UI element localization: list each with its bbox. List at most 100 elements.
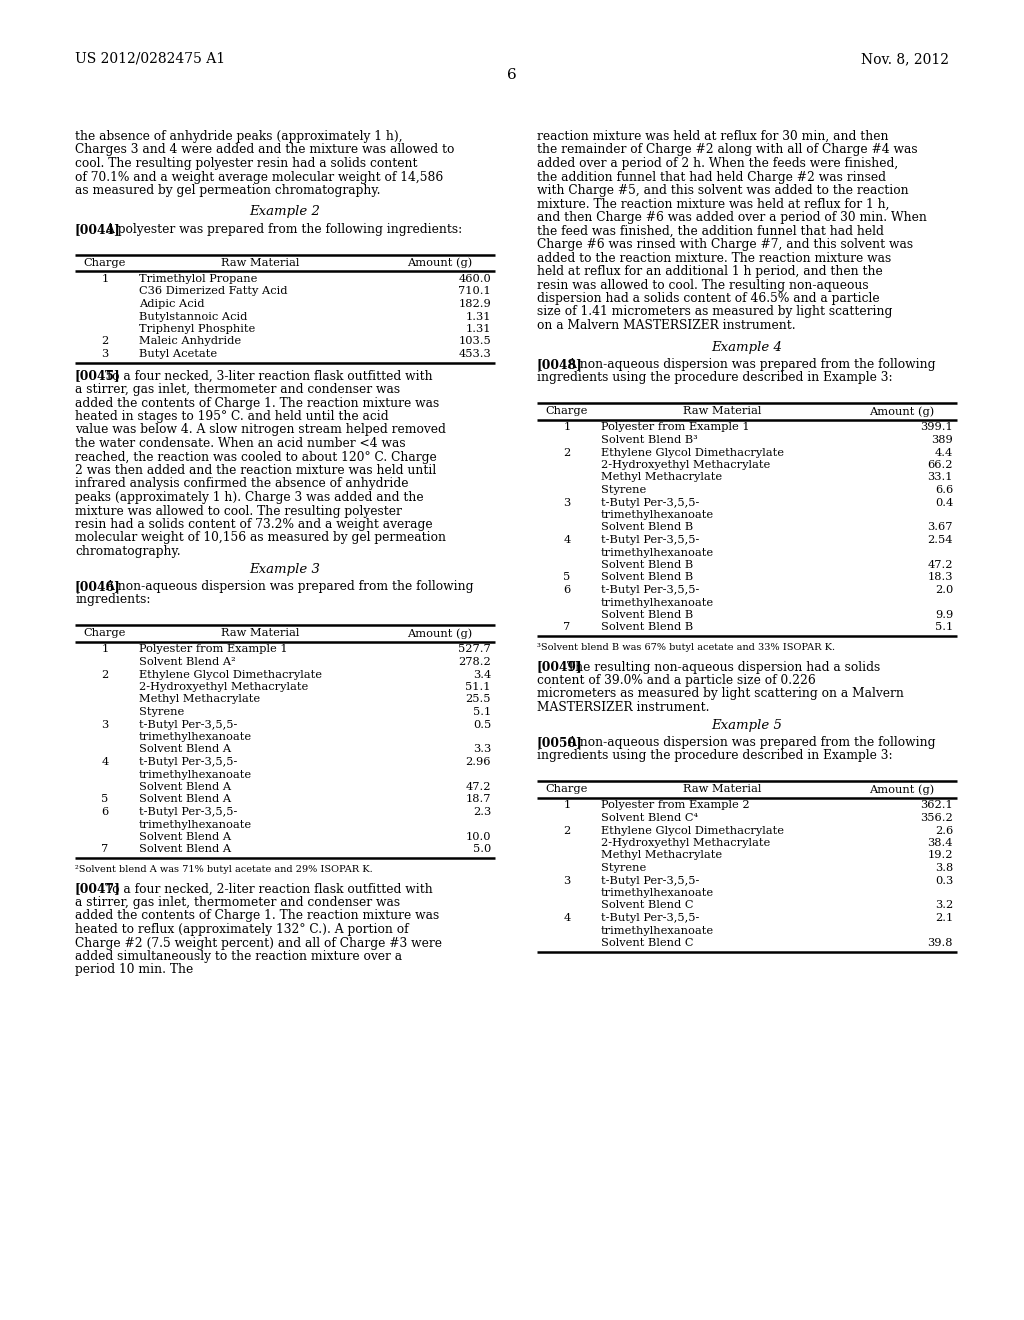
Text: 5: 5 — [563, 573, 570, 582]
Text: Polyester from Example 1: Polyester from Example 1 — [139, 644, 288, 655]
Text: 1.31: 1.31 — [466, 323, 490, 334]
Text: 4.4: 4.4 — [935, 447, 953, 458]
Text: and then Charge #6 was added over a period of 30 min. When: and then Charge #6 was added over a peri… — [537, 211, 927, 224]
Text: [0050]: [0050] — [537, 737, 583, 748]
Text: 7: 7 — [563, 623, 570, 632]
Text: 2.96: 2.96 — [466, 756, 490, 767]
Text: [0044]: [0044] — [75, 223, 121, 236]
Text: 39.8: 39.8 — [928, 939, 953, 948]
Text: 18.7: 18.7 — [466, 795, 490, 804]
Text: Trimethylol Propane: Trimethylol Propane — [139, 275, 257, 284]
Text: Raw Material: Raw Material — [221, 628, 299, 638]
Text: 460.0: 460.0 — [459, 275, 490, 284]
Text: Nov. 8, 2012: Nov. 8, 2012 — [861, 51, 949, 66]
Text: Amount (g): Amount (g) — [408, 257, 473, 268]
Text: Solvent Blend C: Solvent Blend C — [601, 939, 693, 948]
Text: a stirrer, gas inlet, thermometer and condenser was: a stirrer, gas inlet, thermometer and co… — [75, 896, 400, 909]
Text: 66.2: 66.2 — [928, 459, 953, 470]
Text: Solvent Blend B³: Solvent Blend B³ — [601, 436, 697, 445]
Text: 4: 4 — [101, 756, 109, 767]
Text: Solvent Blend B: Solvent Blend B — [601, 560, 693, 570]
Text: ³Solvent blend B was 67% butyl acetate and 33% ISOPAR K.: ³Solvent blend B was 67% butyl acetate a… — [537, 643, 836, 652]
Text: A polyester was prepared from the following ingredients:: A polyester was prepared from the follow… — [105, 223, 462, 236]
Text: trimethylhexanoate: trimethylhexanoate — [139, 820, 252, 829]
Text: Solvent Blend C⁴: Solvent Blend C⁴ — [601, 813, 698, 822]
Text: 2.0: 2.0 — [935, 585, 953, 595]
Text: Charge #2 (7.5 weight percent) and all of Charge #3 were: Charge #2 (7.5 weight percent) and all o… — [75, 936, 442, 949]
Text: 38.4: 38.4 — [928, 838, 953, 847]
Text: trimethylhexanoate: trimethylhexanoate — [601, 510, 714, 520]
Text: 2: 2 — [563, 447, 570, 458]
Text: the water condensate. When an acid number <4 was: the water condensate. When an acid numbe… — [75, 437, 406, 450]
Text: mixture. The reaction mixture was held at reflux for 1 h,: mixture. The reaction mixture was held a… — [537, 198, 890, 210]
Text: trimethylhexanoate: trimethylhexanoate — [601, 925, 714, 936]
Text: Ethylene Glycol Dimethacrylate: Ethylene Glycol Dimethacrylate — [601, 447, 784, 458]
Text: trimethylhexanoate: trimethylhexanoate — [139, 733, 252, 742]
Text: 33.1: 33.1 — [928, 473, 953, 483]
Text: Charges 3 and 4 were added and the mixture was allowed to: Charges 3 and 4 were added and the mixtu… — [75, 144, 455, 157]
Text: value was below 4. A slow nitrogen stream helped removed: value was below 4. A slow nitrogen strea… — [75, 424, 445, 437]
Text: 2: 2 — [101, 669, 109, 680]
Text: Maleic Anhydride: Maleic Anhydride — [139, 337, 241, 346]
Text: t-Butyl Per-3,5,5-: t-Butyl Per-3,5,5- — [601, 535, 699, 545]
Text: 4: 4 — [563, 913, 570, 923]
Text: 47.2: 47.2 — [466, 781, 490, 792]
Text: 6.6: 6.6 — [935, 484, 953, 495]
Text: the absence of anhydride peaks (approximately 1 h),: the absence of anhydride peaks (approxim… — [75, 129, 402, 143]
Text: Example 5: Example 5 — [712, 718, 782, 731]
Text: 2.3: 2.3 — [473, 807, 490, 817]
Text: resin had a solids content of 73.2% and a weight average: resin had a solids content of 73.2% and … — [75, 517, 432, 531]
Text: Adipic Acid: Adipic Acid — [139, 300, 205, 309]
Text: Raw Material: Raw Material — [221, 257, 299, 268]
Text: 103.5: 103.5 — [459, 337, 490, 346]
Text: A non-aqueous dispersion was prepared from the following: A non-aqueous dispersion was prepared fr… — [105, 579, 473, 593]
Text: Solvent Blend A: Solvent Blend A — [139, 832, 231, 842]
Text: Methyl Methacrylate: Methyl Methacrylate — [601, 473, 722, 483]
Text: 5: 5 — [101, 795, 109, 804]
Text: molecular weight of 10,156 as measured by gel permeation: molecular weight of 10,156 as measured b… — [75, 532, 446, 544]
Text: 6: 6 — [563, 585, 570, 595]
Text: Ethylene Glycol Dimethacrylate: Ethylene Glycol Dimethacrylate — [601, 825, 784, 836]
Text: Triphenyl Phosphite: Triphenyl Phosphite — [139, 323, 255, 334]
Text: Raw Material: Raw Material — [683, 407, 761, 416]
Text: 5.0: 5.0 — [473, 845, 490, 854]
Text: 356.2: 356.2 — [921, 813, 953, 822]
Text: 6: 6 — [507, 69, 517, 82]
Text: Ethylene Glycol Dimethacrylate: Ethylene Glycol Dimethacrylate — [139, 669, 322, 680]
Text: content of 39.0% and a particle size of 0.226: content of 39.0% and a particle size of … — [537, 675, 816, 686]
Text: Solvent Blend A: Solvent Blend A — [139, 795, 231, 804]
Text: 51.1: 51.1 — [466, 682, 490, 692]
Text: 3: 3 — [101, 348, 109, 359]
Text: MASTERSIZER instrument.: MASTERSIZER instrument. — [537, 701, 710, 714]
Text: t-Butyl Per-3,5,5-: t-Butyl Per-3,5,5- — [601, 498, 699, 507]
Text: t-Butyl Per-3,5,5-: t-Butyl Per-3,5,5- — [139, 756, 238, 767]
Text: [0049]: [0049] — [537, 660, 583, 673]
Text: 5.1: 5.1 — [935, 623, 953, 632]
Text: 527.7: 527.7 — [459, 644, 490, 655]
Text: 1: 1 — [101, 275, 109, 284]
Text: Amount (g): Amount (g) — [869, 407, 935, 417]
Text: with Charge #5, and this solvent was added to the reaction: with Charge #5, and this solvent was add… — [537, 183, 908, 197]
Text: 19.2: 19.2 — [928, 850, 953, 861]
Text: US 2012/0282475 A1: US 2012/0282475 A1 — [75, 51, 225, 66]
Text: 2-Hydroxyethyl Methacrylate: 2-Hydroxyethyl Methacrylate — [601, 459, 770, 470]
Text: t-Butyl Per-3,5,5-: t-Butyl Per-3,5,5- — [601, 913, 699, 923]
Text: Solvent Blend C: Solvent Blend C — [601, 900, 693, 911]
Text: 2-Hydroxyethyl Methacrylate: 2-Hydroxyethyl Methacrylate — [139, 682, 308, 692]
Text: cool. The resulting polyester resin had a solids content: cool. The resulting polyester resin had … — [75, 157, 418, 170]
Text: added over a period of 2 h. When the feeds were finished,: added over a period of 2 h. When the fee… — [537, 157, 898, 170]
Text: Example 2: Example 2 — [250, 206, 321, 219]
Text: [0048]: [0048] — [537, 358, 583, 371]
Text: Solvent Blend B: Solvent Blend B — [601, 523, 693, 532]
Text: 0.4: 0.4 — [935, 498, 953, 507]
Text: 399.1: 399.1 — [921, 422, 953, 433]
Text: Methyl Methacrylate: Methyl Methacrylate — [139, 694, 260, 705]
Text: [0046]: [0046] — [75, 579, 121, 593]
Text: 3: 3 — [563, 498, 570, 507]
Text: Solvent Blend A: Solvent Blend A — [139, 781, 231, 792]
Text: 47.2: 47.2 — [928, 560, 953, 570]
Text: ingredients using the procedure described in Example 3:: ingredients using the procedure describe… — [537, 750, 893, 763]
Text: 2 was then added and the reaction mixture was held until: 2 was then added and the reaction mixtur… — [75, 465, 436, 477]
Text: added simultaneously to the reaction mixture over a: added simultaneously to the reaction mix… — [75, 950, 402, 964]
Text: Amount (g): Amount (g) — [869, 784, 935, 795]
